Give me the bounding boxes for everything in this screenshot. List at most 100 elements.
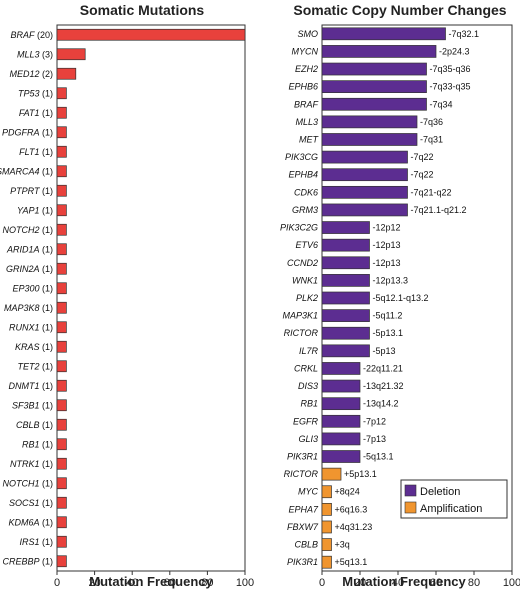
mutation-bar (56, 321, 67, 334)
copy-number-cytoband-labels: -7q32.1 -2p24.3 -7q35-q36 -7q33-q35 -7q34 -7q… (335, 29, 480, 567)
deletion-bar (321, 274, 370, 287)
cytoband-label: -7q31 (420, 134, 443, 144)
cytoband-label: -5q13.1 (363, 452, 394, 462)
cytoband-label: -13q21.32 (363, 381, 404, 391)
mutation-count: (1) (40, 361, 54, 371)
somatic-mutations-category-labels: BRAF (20)MLL3 (3)MED12 (2)TP53 (1)FAT1 (… (0, 30, 53, 567)
mutation-count: (1) (40, 303, 54, 313)
copy-number-category-label: EGFR (293, 416, 319, 426)
mutation-count: (1) (40, 225, 54, 235)
legend-label-deletion: Deletion (420, 486, 460, 498)
cytoband-label: -7q32.1 (449, 29, 480, 39)
cytoband-label: -5q12.1-q13.2 (373, 293, 429, 303)
deletion-bar (321, 27, 446, 41)
gene-name: TP53 (18, 88, 40, 98)
deletion-bar (321, 432, 361, 446)
x-tick-label: 40 (126, 577, 138, 589)
gene-name: CREBBP (2, 556, 39, 566)
mutation-category-label: TET2 (1) (17, 361, 53, 371)
mutation-bar (56, 379, 67, 392)
deletion-bar (321, 450, 361, 463)
x-tick-label: 20 (354, 577, 366, 589)
mutation-count: (1) (40, 498, 54, 508)
copy-number-category-label: MYCN (292, 46, 319, 56)
mutation-category-label: ARID1A (1) (6, 244, 53, 254)
copy-number-category-label: SMO (297, 29, 318, 39)
gene-name: FLT1 (19, 147, 39, 157)
copy-number-category-label: EPHA7 (288, 504, 319, 514)
gene-name: TET2 (17, 361, 39, 371)
mutation-category-label: GRIN2A (1) (6, 264, 53, 274)
cytoband-label: -5q11.2 (373, 311, 403, 321)
mutation-category-label: PDGFRA (1) (2, 127, 53, 137)
mutation-category-label: IRS1 (1) (19, 537, 53, 547)
x-tick-label: 60 (164, 577, 176, 589)
deletion-bar (321, 414, 361, 428)
mutation-bar (56, 145, 67, 158)
copy-number-category-label: IL7R (299, 346, 319, 356)
copy-number-category-label: RICTOR (284, 328, 319, 338)
mutation-category-label: TP53 (1) (18, 88, 53, 98)
cytoband-label: -5p13 (373, 346, 396, 356)
legend-swatch-amplification (404, 501, 417, 514)
mutation-count: (1) (40, 381, 54, 391)
mutation-count: (3) (40, 49, 54, 59)
deletion-bar (321, 238, 370, 252)
mutation-count: (1) (40, 420, 54, 430)
mutation-bar (56, 399, 67, 412)
deletion-bar (321, 291, 370, 305)
copy-number-category-labels: SMO MYCN EZH2 EPHB6 BRAF MLL3 MET PIK3CG EPHB4 CD… (280, 29, 320, 567)
copy-number-x-axis-title: Mutation Frequency (342, 574, 466, 589)
cytoband-label: -22q11.21 (363, 363, 403, 373)
deletion-bar (321, 150, 408, 164)
mutation-category-label: RB1 (1) (22, 439, 53, 449)
copy-number-category-label: PLK2 (296, 293, 318, 303)
cytoband-label: -12p13 (373, 240, 401, 250)
gene-name: EP300 (12, 283, 39, 293)
mutation-count: (1) (40, 205, 54, 215)
mutation-bar (56, 477, 67, 490)
gene-name: KRAS (15, 342, 40, 352)
mutation-category-label: NTRK1 (1) (10, 459, 53, 469)
deletion-bar (321, 344, 370, 358)
amplification-bar (321, 467, 342, 481)
cytoband-label: +3q (335, 540, 350, 550)
mutation-category-label: PTPRT (1) (10, 186, 53, 196)
mutation-count: (1) (40, 342, 54, 352)
x-tick-label: 60 (430, 577, 442, 589)
mutation-count: (1) (40, 244, 54, 254)
copy-number-category-label: DIS3 (298, 381, 318, 391)
amplification-bar (321, 538, 332, 551)
copy-number-category-label: EPHB4 (288, 170, 318, 180)
gene-name: SOCS1 (9, 498, 40, 508)
somatic-mutations-title: Somatic Mutations (80, 2, 205, 18)
mutation-category-label: KRAS (1) (15, 342, 53, 352)
copy-number-category-label: MYC (298, 487, 319, 497)
copy-number-category-label: CCND2 (287, 258, 318, 268)
copy-number-category-label: CBLB (294, 540, 318, 550)
copy-number-category-label: RB1 (300, 399, 318, 409)
mutation-bar (56, 360, 67, 373)
copy-number-title: Somatic Copy Number Changes (293, 2, 506, 18)
gene-name: GRIN2A (6, 264, 40, 274)
gene-name: MED12 (9, 69, 39, 79)
mutation-bar (56, 262, 67, 275)
copy-number-category-label: PIK3R1 (287, 557, 318, 567)
mutation-bar (56, 67, 77, 80)
deletion-bar (321, 168, 408, 182)
mutation-category-label: NOTCH1 (1) (2, 478, 53, 488)
copy-number-category-label: PIK3CG (285, 152, 318, 162)
mutation-count: (2) (40, 69, 54, 79)
somatic-mutations-plot-frame (56, 24, 246, 572)
cytoband-label: -12p12 (373, 223, 401, 233)
cytoband-label: -7q34 (430, 99, 453, 109)
cytoband-label: -7q36 (420, 117, 443, 127)
cytoband-label: -7q33-q35 (430, 82, 471, 92)
cytoband-label: +6q16.3 (335, 504, 368, 514)
mutation-category-label: SOCS1 (1) (9, 498, 53, 508)
copy-number-category-label: CRKL (294, 363, 318, 373)
deletion-bar (321, 80, 427, 93)
gene-name: SF3B1 (12, 400, 40, 410)
mutation-category-label: EP300 (1) (12, 283, 53, 293)
